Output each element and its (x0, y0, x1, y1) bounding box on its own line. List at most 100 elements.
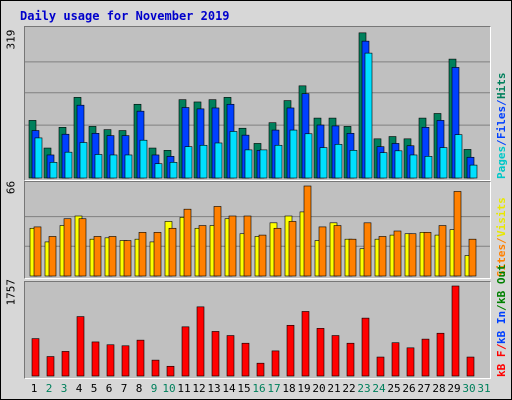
rl3-part-2: kB In (495, 310, 508, 344)
bar-sites-day-6 (108, 236, 117, 277)
rl2-part-1: / (495, 237, 508, 244)
bar-kb-f-day-2 (46, 356, 55, 377)
bar-kb-f-day-30 (466, 356, 475, 377)
x-tick-day-28: 28 (432, 382, 446, 395)
x-tick-day-17: 17 (267, 382, 281, 395)
bar-sites-day-5 (93, 236, 102, 277)
bar-kb-f-day-18 (286, 324, 295, 377)
bar-pages-day-13 (214, 142, 223, 179)
bar-pages-day-2 (49, 162, 58, 179)
panel1-series-legend: Pages / Files / Hits (495, 27, 509, 179)
rl3-part-0: kB F (495, 350, 508, 378)
bar-kb-f-day-7 (121, 345, 130, 377)
bar-sites-day-11 (183, 208, 192, 277)
bar-sites-day-23 (363, 222, 372, 277)
bar-pages-day-24 (379, 152, 388, 179)
bar-kb-f-day-12 (196, 306, 205, 377)
bar-sites-day-18 (288, 221, 297, 277)
bar-sites-day-4 (78, 218, 87, 277)
rl1-part-1: / (495, 139, 508, 146)
x-tick-day-8: 8 (135, 382, 143, 395)
bar-pages-day-12 (199, 144, 208, 179)
x-tick-day-6: 6 (105, 382, 113, 395)
x-tick-day-22: 22 (342, 382, 356, 395)
bar-pages-day-1 (34, 137, 43, 179)
x-tick-day-20: 20 (312, 382, 326, 395)
x-tick-day-14: 14 (222, 382, 236, 395)
bar-sites-day-17 (273, 227, 282, 277)
bar-pages-day-11 (184, 146, 193, 179)
x-tick-day-13: 13 (207, 382, 221, 395)
bar-kb-f-day-29 (451, 285, 460, 377)
bar-sites-day-19 (303, 185, 312, 277)
bar-pages-day-21 (334, 144, 343, 179)
bar-kb-f-day-6 (106, 344, 115, 377)
bar-sites-day-10 (168, 227, 177, 277)
bar-pages-day-7 (124, 154, 133, 179)
bar-pages-day-26 (409, 154, 418, 179)
bar-pages-day-22 (349, 150, 358, 179)
x-tick-day-5: 5 (90, 382, 98, 395)
panel2-series-legend: Sites / Visits (495, 181, 509, 278)
bar-kb-f-day-21 (331, 335, 340, 377)
bar-sites-day-24 (378, 236, 387, 277)
bar-pages-day-5 (94, 154, 103, 179)
bar-kb-f-day-20 (316, 328, 325, 377)
bar-kb-f-day-17 (271, 350, 280, 377)
panel2-ymax-label: 66 (4, 180, 18, 195)
bar-kb-f-day-9 (151, 359, 160, 377)
bar-kb-f-day-3 (61, 351, 70, 377)
bar-kb-f-day-10 (166, 365, 175, 377)
bar-sites-day-30 (468, 238, 477, 277)
bar-sites-day-8 (138, 232, 147, 277)
bar-kb-f-day-8 (136, 339, 145, 377)
bar-pages-day-8 (139, 139, 148, 179)
bar-sites-day-3 (63, 218, 72, 277)
rl1-part-3: / (495, 99, 508, 107)
bar-pages-day-4 (79, 142, 88, 179)
x-tick-day-12: 12 (192, 382, 206, 395)
bar-sites-day-26 (408, 233, 417, 277)
bar-pages-day-30 (469, 164, 478, 179)
x-tick-day-25: 25 (387, 382, 401, 395)
bar-kb-f-day-27 (421, 338, 430, 377)
bar-pages-day-19 (304, 133, 313, 179)
panel3-series-legend: kB F / kB In / kB Out (495, 264, 509, 378)
x-tick-day-9: 9 (150, 382, 158, 395)
rl3-part-1: / (495, 343, 508, 351)
bar-sites-day-14 (228, 215, 237, 277)
bar-pages-day-18 (289, 129, 298, 179)
x-axis-day-labels: 1 2 3 4 5 6 7 8 9 10 11 12 13 14 15 16 17 18 19 20 21 22 23 24 2… (24, 382, 491, 396)
x-tick-day-24: 24 (372, 382, 386, 395)
bar-kb-f-day-23 (361, 317, 370, 377)
bar-kb-f-day-22 (346, 342, 355, 377)
rl1-part-4: Hits (495, 73, 508, 100)
bar-sites-day-20 (318, 226, 327, 277)
bar-pages-day-17 (274, 144, 283, 179)
bar-sites-day-16 (258, 234, 267, 277)
x-tick-day-16: 16 (252, 382, 266, 395)
bar-pages-day-28 (439, 147, 448, 179)
bar-pages-day-15 (244, 149, 253, 179)
bar-pages-day-16 (259, 149, 268, 179)
x-tick-day-27: 27 (417, 382, 431, 395)
bar-sites-day-22 (348, 238, 357, 277)
x-tick-day-15: 15 (237, 382, 251, 395)
bar-kb-f-day-16 (256, 362, 265, 377)
bar-kb-f-day-28 (436, 332, 445, 377)
bar-pages-day-25 (394, 150, 403, 179)
kbytes-chart (31, 285, 475, 377)
bar-kb-f-day-24 (376, 356, 385, 377)
panel3-ymax-label: 1757 (4, 279, 18, 306)
bar-kb-f-day-4 (76, 316, 85, 377)
bar-pages-day-10 (169, 162, 178, 179)
bar-pages-day-9 (154, 163, 163, 179)
x-tick-day-3: 3 (60, 382, 68, 395)
x-tick-day-30: 30 (462, 382, 476, 395)
bar-sites-day-9 (153, 232, 162, 277)
bar-kb-f-day-15 (241, 342, 250, 377)
bar-kb-f-day-26 (406, 347, 415, 377)
rl1-part-0: Pages (495, 145, 508, 179)
bar-pages-day-3 (64, 151, 73, 179)
